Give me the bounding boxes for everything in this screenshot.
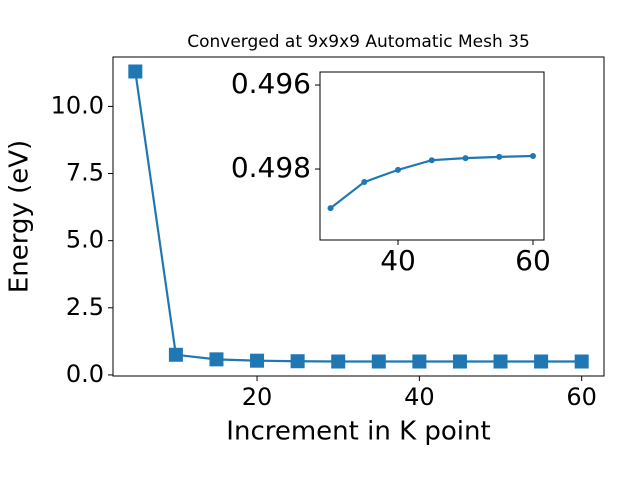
y-tick-label: 0.496: [231, 67, 311, 100]
x-tick-label: 60: [566, 383, 597, 411]
marker: [534, 354, 549, 369]
x-tick-label: 20: [242, 383, 273, 411]
x-axis-label: Increment in K point: [226, 417, 490, 447]
marker: [327, 205, 334, 212]
marker: [128, 64, 143, 79]
y-tick-label: 5.0: [66, 226, 104, 254]
marker: [395, 166, 402, 173]
chart-title: Converged at 9x9x9 Automatic Mesh 35: [187, 32, 530, 52]
x-tick-label: 40: [404, 383, 435, 411]
marker: [529, 153, 536, 159]
y-tick-label: 0.0: [66, 360, 104, 388]
marker: [493, 354, 508, 369]
marker: [452, 354, 467, 369]
marker: [209, 352, 224, 367]
marker: [250, 353, 265, 368]
marker: [412, 354, 427, 369]
marker: [574, 354, 589, 369]
marker: [462, 155, 469, 162]
x-tick-label: 60: [515, 244, 551, 277]
marker: [331, 354, 346, 369]
y-tick-label: 10.0: [51, 91, 104, 119]
marker: [371, 354, 386, 369]
x-tick-label: 40: [380, 244, 416, 277]
marker: [290, 354, 305, 369]
marker: [361, 179, 368, 186]
plot-frame: [112, 56, 605, 377]
marker: [428, 157, 435, 164]
marker: [168, 347, 183, 362]
marker: [496, 153, 503, 160]
y-tick-label: 2.5: [66, 293, 104, 321]
y-axis-label: Energy (eV): [5, 140, 35, 293]
y-tick-label: 7.5: [66, 159, 104, 187]
y-tick-label: 0.498: [231, 151, 311, 184]
